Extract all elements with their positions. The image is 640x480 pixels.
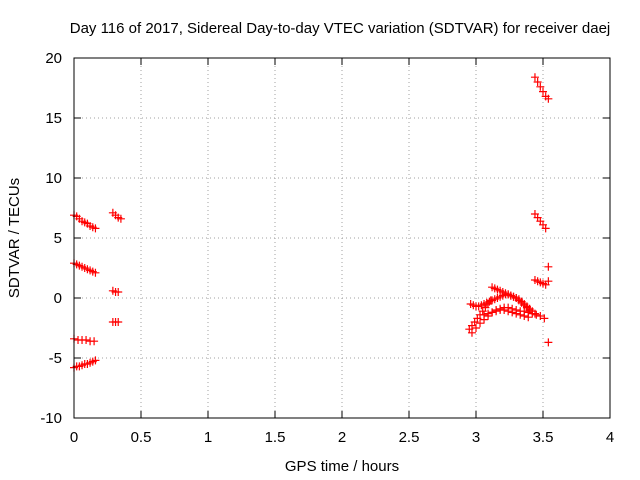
- x-axis-ticks: 0 0.5 1 1.5 2 2.5 3 3.5 4: [70, 58, 614, 446]
- grid-lines: [74, 58, 610, 418]
- y-tick-label: 15: [45, 110, 62, 127]
- data-point: [504, 307, 513, 316]
- data-point: [467, 328, 476, 337]
- data-point: [525, 306, 534, 314]
- data-point: [480, 310, 489, 319]
- y-tick-label: -10: [40, 410, 62, 427]
- x-tick-label: 2.5: [399, 429, 420, 446]
- x-tick-label: 0.5: [131, 429, 152, 446]
- data-point: [516, 310, 525, 319]
- data-point: [90, 337, 99, 346]
- y-axis-label: SDTVAR / TECUs: [6, 178, 23, 298]
- data-point: [533, 78, 542, 86]
- data-point: [532, 310, 541, 319]
- data-point: [541, 224, 550, 233]
- y-tick-label: -5: [49, 350, 62, 367]
- x-tick-label: 0: [70, 429, 78, 446]
- y-tick-label: 5: [54, 230, 62, 247]
- data-point: [524, 313, 533, 322]
- data-point: [544, 338, 553, 347]
- y-axis-ticks: -10 -5 0 5 10 15 20: [40, 50, 610, 427]
- data-point: [512, 309, 521, 318]
- data-point: [82, 336, 91, 344]
- data-point: [544, 94, 553, 103]
- plot-frame: [73, 57, 611, 419]
- data-point: [116, 214, 125, 223]
- x-tick-label: 3: [472, 429, 480, 446]
- data-point: [91, 224, 100, 233]
- y-tick-label: 0: [54, 290, 62, 307]
- data-points: [70, 73, 553, 372]
- data-point: [91, 356, 100, 365]
- data-point: [492, 307, 501, 316]
- data-point: [488, 308, 497, 317]
- data-point: [500, 306, 509, 314]
- data-point: [520, 312, 529, 320]
- x-axis-label: GPS time / hours: [285, 458, 399, 475]
- y-tick-label: 20: [45, 50, 62, 67]
- x-tick-label: 1.5: [265, 429, 286, 446]
- data-point: [544, 277, 553, 286]
- x-tick-label: 2: [338, 429, 346, 446]
- data-point: [91, 268, 100, 277]
- data-point: [484, 309, 493, 318]
- x-tick-label: 1: [204, 429, 212, 446]
- data-point: [536, 312, 545, 320]
- data-point: [114, 288, 123, 296]
- x-tick-label: 4: [606, 429, 614, 446]
- chart-title: Day 116 of 2017, Sidereal Day-to-day VTE…: [70, 20, 611, 37]
- data-point: [508, 308, 517, 317]
- data-point: [539, 87, 547, 96]
- data-point: [544, 262, 553, 271]
- y-tick-label: 10: [45, 170, 62, 187]
- x-tick-label: 3.5: [533, 429, 554, 446]
- data-point: [536, 82, 545, 91]
- data-point: [540, 314, 549, 323]
- data-point: [530, 73, 539, 82]
- data-point: [114, 318, 123, 326]
- data-point: [476, 319, 485, 328]
- data-point: [472, 324, 480, 332]
